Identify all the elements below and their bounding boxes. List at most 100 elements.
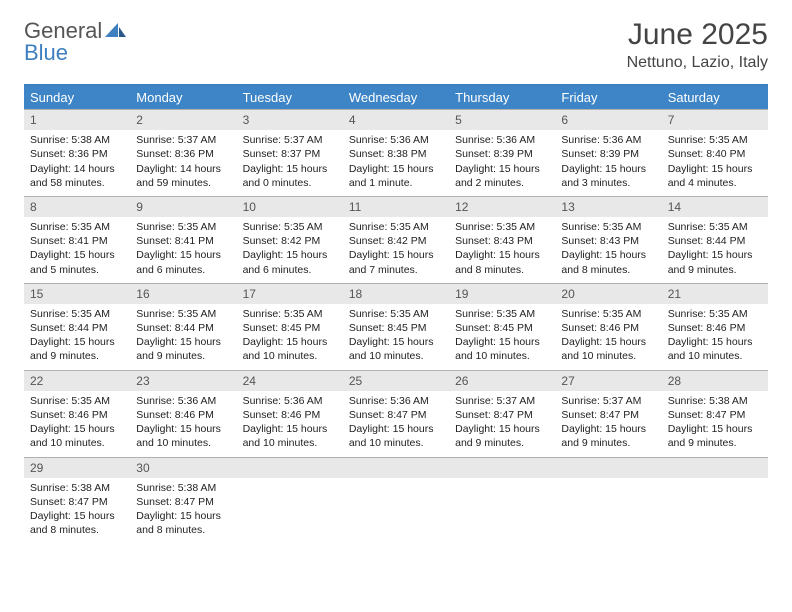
sunset-line: Sunset: 8:43 PM	[455, 234, 549, 248]
day-number: 23	[130, 371, 236, 391]
sunset-line: Sunset: 8:45 PM	[455, 321, 549, 335]
sunrise-line: Sunrise: 5:38 AM	[30, 133, 124, 147]
day-body: Sunrise: 5:38 AMSunset: 8:47 PMDaylight:…	[130, 478, 236, 544]
day-number: 16	[130, 284, 236, 304]
location-subtitle: Nettuno, Lazio, Italy	[627, 54, 768, 72]
sunrise-line: Sunrise: 5:37 AM	[561, 394, 655, 408]
page-title: June 2025	[627, 18, 768, 52]
weekday-header-row: SundayMondayTuesdayWednesdayThursdayFrid…	[24, 86, 768, 109]
sunset-line: Sunset: 8:46 PM	[561, 321, 655, 335]
day-number: 15	[24, 284, 130, 304]
sunset-line: Sunset: 8:46 PM	[668, 321, 762, 335]
day-number: 10	[237, 197, 343, 217]
day-body: Sunrise: 5:35 AMSunset: 8:42 PMDaylight:…	[343, 217, 449, 283]
day-body: Sunrise: 5:36 AMSunset: 8:39 PMDaylight:…	[449, 130, 555, 196]
day-body: Sunrise: 5:38 AMSunset: 8:47 PMDaylight:…	[24, 478, 130, 544]
daylight-line: Daylight: 15 hours and 10 minutes.	[349, 335, 443, 363]
week-row: 29Sunrise: 5:38 AMSunset: 8:47 PMDayligh…	[24, 457, 768, 544]
sunrise-line: Sunrise: 5:35 AM	[455, 307, 549, 321]
sunset-line: Sunset: 8:46 PM	[30, 408, 124, 422]
day-number: 3	[237, 110, 343, 130]
sunset-line: Sunset: 8:42 PM	[349, 234, 443, 248]
day-body: Sunrise: 5:35 AMSunset: 8:42 PMDaylight:…	[237, 217, 343, 283]
day-cell: 10Sunrise: 5:35 AMSunset: 8:42 PMDayligh…	[237, 197, 343, 283]
sunset-line: Sunset: 8:39 PM	[561, 147, 655, 161]
day-body: Sunrise: 5:35 AMSunset: 8:43 PMDaylight:…	[555, 217, 661, 283]
sunset-line: Sunset: 8:44 PM	[30, 321, 124, 335]
day-cell: 7Sunrise: 5:35 AMSunset: 8:40 PMDaylight…	[662, 110, 768, 196]
sunset-line: Sunset: 8:47 PM	[30, 495, 124, 509]
day-number: 20	[555, 284, 661, 304]
daylight-line: Daylight: 15 hours and 8 minutes.	[561, 248, 655, 276]
sunset-line: Sunset: 8:47 PM	[136, 495, 230, 509]
sunset-line: Sunset: 8:45 PM	[349, 321, 443, 335]
sunset-line: Sunset: 8:45 PM	[243, 321, 337, 335]
day-body: Sunrise: 5:37 AMSunset: 8:36 PMDaylight:…	[130, 130, 236, 196]
day-body: Sunrise: 5:36 AMSunset: 8:47 PMDaylight:…	[343, 391, 449, 457]
day-body: Sunrise: 5:35 AMSunset: 8:46 PMDaylight:…	[555, 304, 661, 370]
daylight-line: Daylight: 15 hours and 9 minutes.	[668, 422, 762, 450]
day-body: Sunrise: 5:35 AMSunset: 8:44 PMDaylight:…	[130, 304, 236, 370]
week-row: 22Sunrise: 5:35 AMSunset: 8:46 PMDayligh…	[24, 370, 768, 457]
day-cell: 8Sunrise: 5:35 AMSunset: 8:41 PMDaylight…	[24, 197, 130, 283]
week-row: 15Sunrise: 5:35 AMSunset: 8:44 PMDayligh…	[24, 283, 768, 370]
weekday-header: Wednesday	[343, 86, 449, 109]
day-body: Sunrise: 5:37 AMSunset: 8:47 PMDaylight:…	[449, 391, 555, 457]
sunset-line: Sunset: 8:37 PM	[243, 147, 337, 161]
empty-day-cell	[449, 458, 555, 544]
day-cell: 19Sunrise: 5:35 AMSunset: 8:45 PMDayligh…	[449, 284, 555, 370]
day-cell: 17Sunrise: 5:35 AMSunset: 8:45 PMDayligh…	[237, 284, 343, 370]
sunrise-line: Sunrise: 5:38 AM	[668, 394, 762, 408]
day-number: 25	[343, 371, 449, 391]
sunrise-line: Sunrise: 5:36 AM	[349, 394, 443, 408]
sunrise-line: Sunrise: 5:36 AM	[455, 133, 549, 147]
day-cell: 22Sunrise: 5:35 AMSunset: 8:46 PMDayligh…	[24, 371, 130, 457]
day-number: 30	[130, 458, 236, 478]
daylight-line: Daylight: 15 hours and 7 minutes.	[349, 248, 443, 276]
daylight-line: Daylight: 15 hours and 9 minutes.	[30, 335, 124, 363]
day-number: 12	[449, 197, 555, 217]
day-number: 13	[555, 197, 661, 217]
day-body: Sunrise: 5:35 AMSunset: 8:46 PMDaylight:…	[662, 304, 768, 370]
logo: GeneralBlue	[24, 18, 129, 66]
sunset-line: Sunset: 8:36 PM	[136, 147, 230, 161]
sunrise-line: Sunrise: 5:35 AM	[668, 220, 762, 234]
sunrise-line: Sunrise: 5:35 AM	[561, 307, 655, 321]
daylight-line: Daylight: 15 hours and 1 minute.	[349, 162, 443, 190]
day-body: Sunrise: 5:38 AMSunset: 8:36 PMDaylight:…	[24, 130, 130, 196]
day-number: 14	[662, 197, 768, 217]
day-body: Sunrise: 5:37 AMSunset: 8:37 PMDaylight:…	[237, 130, 343, 196]
day-cell: 29Sunrise: 5:38 AMSunset: 8:47 PMDayligh…	[24, 458, 130, 544]
day-number: 7	[662, 110, 768, 130]
day-number: 29	[24, 458, 130, 478]
daylight-line: Daylight: 14 hours and 59 minutes.	[136, 162, 230, 190]
day-cell: 28Sunrise: 5:38 AMSunset: 8:47 PMDayligh…	[662, 371, 768, 457]
day-cell: 26Sunrise: 5:37 AMSunset: 8:47 PMDayligh…	[449, 371, 555, 457]
sunset-line: Sunset: 8:38 PM	[349, 147, 443, 161]
sunset-line: Sunset: 8:36 PM	[30, 147, 124, 161]
day-number	[555, 458, 661, 478]
day-cell: 30Sunrise: 5:38 AMSunset: 8:47 PMDayligh…	[130, 458, 236, 544]
sunrise-line: Sunrise: 5:35 AM	[349, 220, 443, 234]
day-number: 4	[343, 110, 449, 130]
daylight-line: Daylight: 15 hours and 0 minutes.	[243, 162, 337, 190]
daylight-line: Daylight: 15 hours and 6 minutes.	[243, 248, 337, 276]
sunset-line: Sunset: 8:41 PM	[30, 234, 124, 248]
empty-day-cell	[555, 458, 661, 544]
daylight-line: Daylight: 15 hours and 8 minutes.	[455, 248, 549, 276]
day-number	[662, 458, 768, 478]
calendar: SundayMondayTuesdayWednesdayThursdayFrid…	[24, 84, 768, 543]
sunrise-line: Sunrise: 5:37 AM	[243, 133, 337, 147]
day-cell: 16Sunrise: 5:35 AMSunset: 8:44 PMDayligh…	[130, 284, 236, 370]
day-cell: 2Sunrise: 5:37 AMSunset: 8:36 PMDaylight…	[130, 110, 236, 196]
day-cell: 27Sunrise: 5:37 AMSunset: 8:47 PMDayligh…	[555, 371, 661, 457]
sunrise-line: Sunrise: 5:35 AM	[243, 307, 337, 321]
day-body: Sunrise: 5:36 AMSunset: 8:46 PMDaylight:…	[130, 391, 236, 457]
sunrise-line: Sunrise: 5:36 AM	[136, 394, 230, 408]
sunset-line: Sunset: 8:47 PM	[349, 408, 443, 422]
empty-day-cell	[662, 458, 768, 544]
day-cell: 6Sunrise: 5:36 AMSunset: 8:39 PMDaylight…	[555, 110, 661, 196]
day-cell: 20Sunrise: 5:35 AMSunset: 8:46 PMDayligh…	[555, 284, 661, 370]
sunrise-line: Sunrise: 5:38 AM	[136, 481, 230, 495]
day-number: 21	[662, 284, 768, 304]
